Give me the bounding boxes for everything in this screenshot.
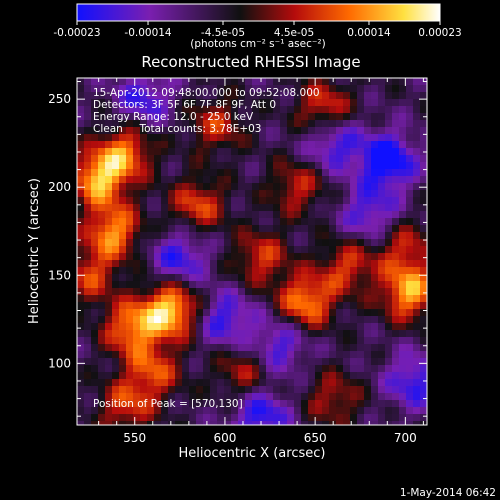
y-tick-label: 150: [48, 268, 71, 282]
info-time-range: 15-Apr-2012 09:48:00.000 to 09:52:08.000: [93, 87, 320, 99]
footer-date: 1-May-2014 06:42: [400, 487, 496, 499]
plot-area: 550 600 650 700 100 150 200 250 15-Apr-2012 09:…: [48, 77, 428, 445]
info-detectors: Detectors: 3F 5F 6F 7F 8F 9F, Att 0: [93, 99, 276, 111]
y-axis-label: Heliocentric Y (arcsec): [27, 178, 42, 324]
colorbar-tick-label: -0.00023: [53, 27, 100, 39]
colorbar-tick-label: -4.5e-05: [201, 27, 245, 39]
colorbar-tick-label: 4.5e-05: [274, 27, 314, 39]
colorbar-ticks: -0.00023 -0.00014 -4.5e-05 4.5e-05 0.00014 0.…: [53, 21, 462, 39]
x-axis-label: Heliocentric X (arcsec): [179, 446, 326, 461]
heatmap: [77, 78, 427, 425]
y-tick-label: 250: [48, 92, 71, 106]
y-tick-label: 100: [48, 356, 71, 370]
x-tick-label: 700: [394, 431, 417, 445]
colorbar: -0.00023 -0.00014 -4.5e-05 4.5e-05 0.00014 0.…: [53, 3, 462, 50]
colorbar-tick-label: -0.00014: [124, 27, 172, 39]
info-annotation: 15-Apr-2012 09:48:00.000 to 09:52:08.000…: [93, 87, 320, 135]
x-tick-label: 550: [123, 431, 146, 445]
chart-title: Reconstructed RHESSI Image: [141, 53, 360, 71]
info-energy-range: Energy Range: 12.0 - 25.0 keV: [93, 111, 254, 123]
colorbar-gradient: [76, 3, 441, 22]
x-tick-label: 650: [304, 431, 327, 445]
info-clean-counts: Clean Total counts: 3.78E+03: [93, 123, 262, 135]
colorbar-tick-label: 0.00023: [418, 27, 461, 39]
peak-position-label: Position of Peak = [570,130]: [93, 398, 243, 410]
axis-ticks: 550 600 650 700 100 150 200 250: [48, 78, 427, 445]
colorbar-units: (photons cm⁻² s⁻¹ asec⁻²): [190, 38, 325, 50]
y-tick-label: 200: [48, 180, 71, 194]
plot-frame: [76, 77, 428, 426]
x-tick-label: 600: [213, 431, 236, 445]
colorbar-tick-label: 0.00014: [347, 27, 391, 39]
